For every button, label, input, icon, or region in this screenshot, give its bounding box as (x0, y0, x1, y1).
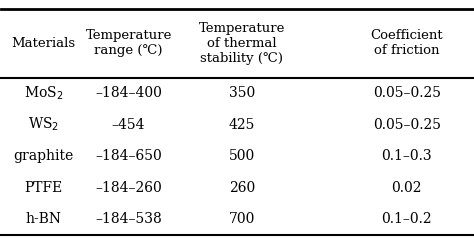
Text: Coefficient
of friction: Coefficient of friction (370, 29, 443, 57)
Text: –184–260: –184–260 (95, 181, 162, 195)
Text: Materials: Materials (12, 37, 76, 50)
Text: –454: –454 (112, 118, 146, 132)
Text: –184–538: –184–538 (95, 212, 162, 226)
Text: Temperature
of thermal
stability (℃): Temperature of thermal stability (℃) (199, 22, 285, 65)
Text: MoS$_2$: MoS$_2$ (24, 85, 64, 102)
Text: 700: 700 (228, 212, 255, 226)
Text: 0.05–0.25: 0.05–0.25 (373, 118, 441, 132)
Text: 0.05–0.25: 0.05–0.25 (373, 86, 441, 100)
Text: 0.1–0.3: 0.1–0.3 (381, 149, 432, 163)
Text: 500: 500 (228, 149, 255, 163)
Text: PTFE: PTFE (25, 181, 63, 195)
Text: graphite: graphite (14, 149, 74, 163)
Text: h-BN: h-BN (26, 212, 62, 226)
Text: 0.02: 0.02 (392, 181, 422, 195)
Text: WS$_2$: WS$_2$ (28, 116, 59, 134)
Text: –184–650: –184–650 (95, 149, 162, 163)
Text: –184–400: –184–400 (95, 86, 162, 100)
Text: 350: 350 (228, 86, 255, 100)
Text: 0.1–0.2: 0.1–0.2 (381, 212, 432, 226)
Text: 260: 260 (228, 181, 255, 195)
Text: 425: 425 (228, 118, 255, 132)
Text: Temperature
range (℃): Temperature range (℃) (85, 29, 172, 57)
